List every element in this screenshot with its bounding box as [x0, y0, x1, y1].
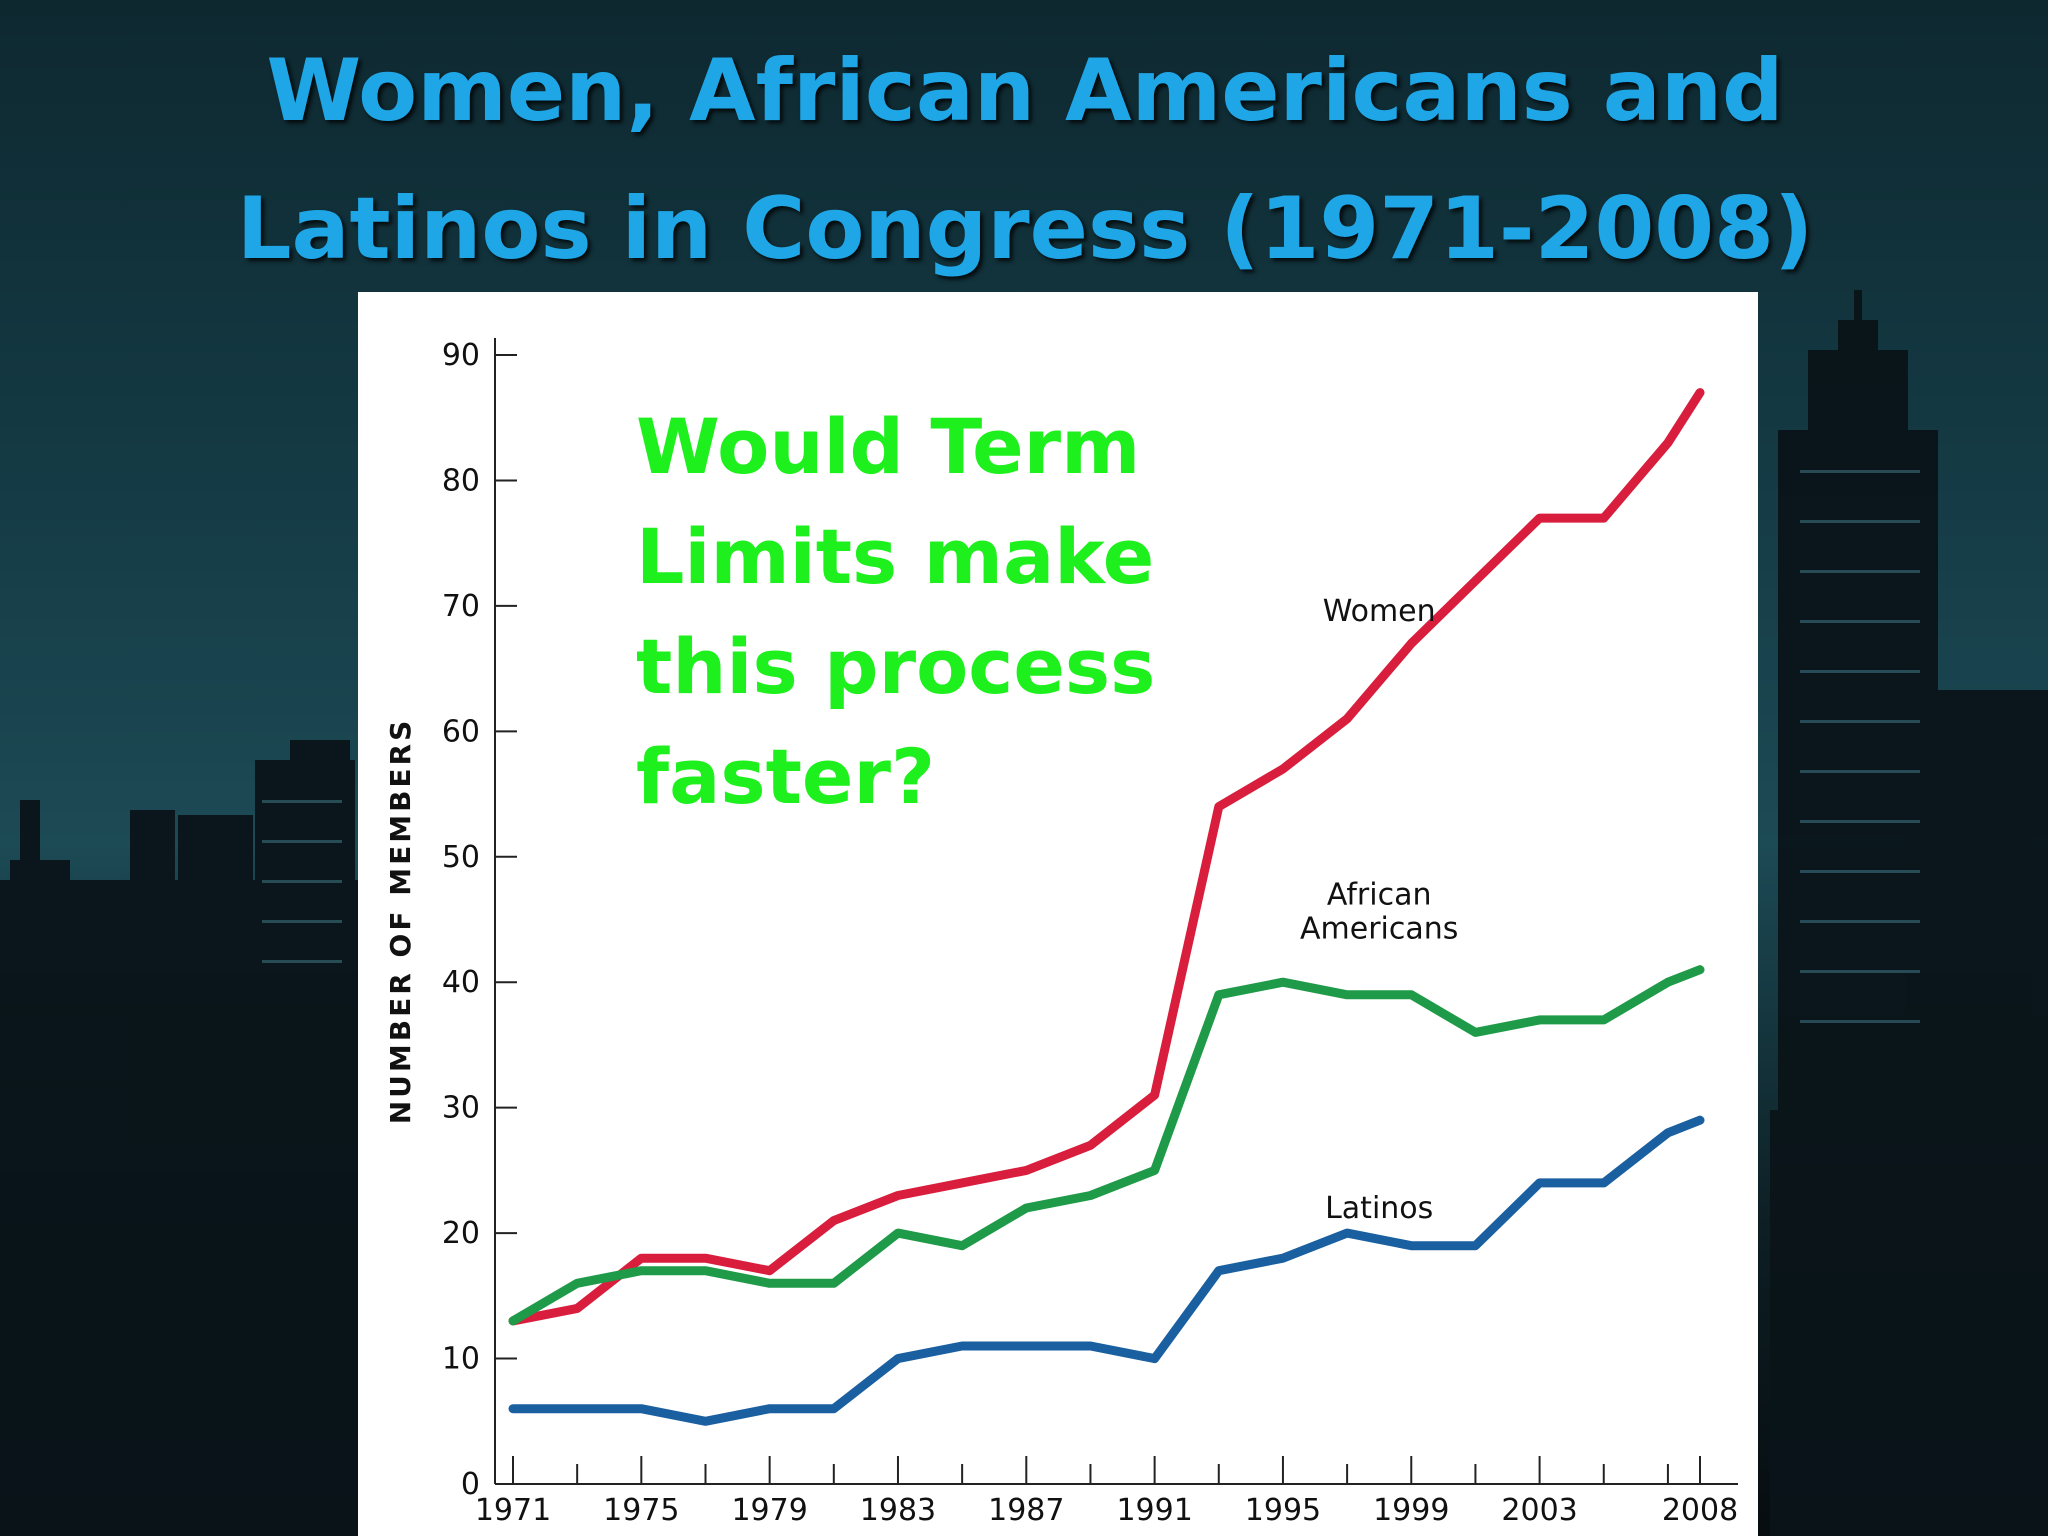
y-tick-label: 20: [442, 1216, 480, 1251]
term-limits-question: Would Term Limits make this process fast…: [636, 392, 1196, 832]
x-tick-label: 1991: [1116, 1493, 1192, 1528]
y-tick-label: 90: [442, 338, 480, 373]
chart-panel: 0 10 20 30 40 50 60 70 80 90 1971 1975 1979 1983 1987 1…: [358, 292, 1758, 1536]
x-tick-label: 1975: [603, 1493, 679, 1528]
y-tick-label: 60: [442, 714, 480, 749]
series-label-african-americans: African: [1327, 877, 1432, 912]
x-tick-label: 1987: [988, 1493, 1064, 1528]
y-tick-label: 0: [461, 1467, 480, 1502]
y-tick-label: 40: [442, 965, 480, 1000]
chart-series-lines: [508, 388, 1705, 1426]
series-line-african-americans: [508, 965, 1705, 1326]
x-tick-label: 1979: [731, 1493, 807, 1528]
x-tick-label: 1983: [860, 1493, 936, 1528]
x-tick-label: 1995: [1245, 1493, 1321, 1528]
annotation-line: Limits make: [636, 512, 1155, 601]
series-line-women: [508, 388, 1705, 1326]
slide-title: Women, African Americans and Latinos in …: [180, 22, 1870, 298]
annotation-line: this process: [636, 622, 1156, 711]
y-axis-label: NUMBER OF MEMBERS: [384, 718, 417, 1125]
x-tick-label: 1971: [475, 1493, 551, 1528]
x-tick-label: 2008: [1662, 1493, 1738, 1528]
series-label-latinos: Latinos: [1325, 1191, 1433, 1226]
chart-axes: 0 10 20 30 40 50 60 70 80 90 1971 1975 1979 1983 1987 1…: [442, 338, 1738, 1528]
series-line-latinos: [508, 1115, 1705, 1426]
x-tick-label: 2003: [1501, 1493, 1577, 1528]
series-label-women: Women: [1323, 594, 1436, 629]
y-tick-label: 70: [442, 589, 480, 624]
slide-title-line-1: Women, African Americans and: [266, 41, 1784, 141]
annotation-line: Would Term: [636, 402, 1141, 491]
y-axis-label-group: NUMBER OF MEMBERS: [384, 718, 417, 1125]
x-tick-label: 1999: [1373, 1493, 1449, 1528]
line-chart: 0 10 20 30 40 50 60 70 80 90 1971 1975 1979 1983 1987 1…: [384, 338, 1738, 1528]
slide-title-line-2: Latinos in Congress (1971-2008): [236, 179, 1814, 279]
y-tick-label: 80: [442, 463, 480, 498]
y-tick-label: 30: [442, 1091, 480, 1126]
y-tick-label: 10: [442, 1342, 480, 1377]
y-tick-label: 50: [442, 840, 480, 875]
annotation-line: faster?: [636, 732, 936, 821]
series-label-african-americans: Americans: [1300, 911, 1458, 946]
